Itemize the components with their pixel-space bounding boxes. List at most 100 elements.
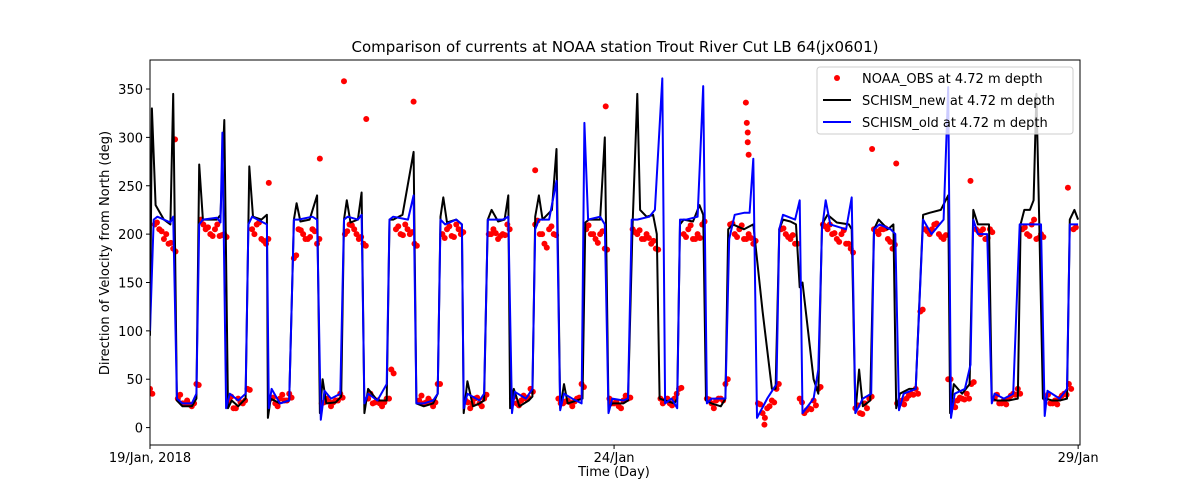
obs-point-outlier	[744, 139, 751, 146]
obs-point	[455, 226, 462, 233]
obs-point	[1026, 233, 1033, 240]
obs-point	[1072, 224, 1079, 231]
obs-point	[780, 225, 787, 232]
obs-point-outlier	[602, 103, 609, 110]
obs-point	[650, 237, 657, 244]
obs-point	[453, 221, 460, 228]
obs-point	[743, 235, 750, 242]
obs-point	[543, 244, 550, 251]
legend-label-new: SCHISM_new at 4.72 m depth	[862, 94, 1055, 109]
obs-point	[645, 234, 652, 241]
axes-frame	[149, 59, 1081, 446]
obs-point	[307, 234, 314, 241]
obs-point	[205, 224, 212, 231]
obs-point	[441, 234, 448, 241]
x-axis-label: Time (Day)	[577, 465, 650, 480]
obs-point	[687, 222, 694, 229]
obs-point	[200, 221, 207, 228]
obs-point	[150, 390, 156, 397]
y-tick-label: 100	[118, 325, 143, 340]
plot-area	[150, 77, 1080, 428]
obs-point	[362, 242, 369, 249]
obs-point	[1031, 216, 1038, 223]
obs-point	[209, 233, 216, 240]
obs-point	[789, 232, 796, 239]
obs-point	[970, 379, 977, 386]
obs-point	[875, 231, 882, 238]
obs-point	[910, 391, 917, 398]
y-tick-label: 300	[118, 131, 143, 146]
schism-old-line	[150, 77, 1079, 421]
legend-marker-obs	[834, 75, 840, 81]
obs-point	[1003, 401, 1010, 408]
obs-point-outlier	[967, 177, 974, 184]
obs-point	[812, 402, 819, 409]
obs-point	[548, 223, 555, 230]
obs-point	[395, 223, 402, 230]
obs-point-outlier	[532, 167, 539, 174]
y-tick-label: 150	[118, 276, 143, 291]
obs-point-outlier	[893, 160, 900, 167]
obs-point	[942, 232, 949, 239]
obs-point	[418, 392, 425, 399]
obs-point-outlier	[340, 78, 347, 85]
obs-point	[618, 405, 625, 412]
legend-label-obs: NOAA_OBS at 4.72 m depth	[862, 72, 1043, 87]
obs-point	[915, 390, 922, 397]
axis-ticks: 0 50 100 150 200 250 300 350 19/Jan, 2018 24/Jan 2…	[109, 83, 1099, 466]
obs-point	[683, 234, 690, 241]
obs-point-outlier	[743, 119, 750, 126]
schism-new-line	[150, 92, 1080, 419]
obs-point	[766, 403, 773, 410]
obs-point	[293, 252, 300, 259]
obs-point	[251, 231, 258, 238]
obs-point	[678, 384, 685, 391]
obs-point-outlier	[869, 145, 876, 152]
obs-point	[590, 231, 597, 238]
obs-point	[761, 414, 768, 421]
obs-point	[808, 406, 815, 413]
obs-point	[488, 231, 495, 238]
obs-point	[502, 232, 509, 239]
obs-point-outlier	[761, 421, 768, 428]
x-tick-label: 19/Jan, 2018	[109, 451, 191, 466]
obs-point	[710, 405, 717, 412]
obs-point	[961, 396, 968, 403]
obs-point	[160, 235, 167, 242]
obs-points	[150, 78, 1079, 428]
obs-point	[399, 232, 406, 239]
obs-point	[887, 238, 894, 245]
obs-point	[963, 390, 970, 397]
obs-point	[274, 403, 281, 410]
obs-point	[845, 240, 852, 247]
obs-point	[734, 234, 741, 241]
obs-point	[966, 395, 973, 402]
obs-point	[831, 230, 838, 237]
obs-point	[446, 223, 453, 230]
obs-point	[539, 231, 546, 238]
obs-point	[404, 226, 411, 233]
obs-point-outlier	[265, 179, 272, 186]
y-tick-label: 0	[135, 422, 143, 437]
obs-point	[518, 397, 525, 404]
y-tick-label: 350	[118, 83, 143, 98]
obs-point	[450, 234, 457, 241]
obs-point	[177, 391, 184, 398]
y-tick-label: 200	[118, 228, 143, 243]
obs-point	[1021, 224, 1028, 231]
obs-point-outlier	[410, 98, 417, 105]
obs-point	[351, 226, 358, 233]
obs-point	[246, 386, 253, 393]
obs-point	[344, 228, 351, 235]
obs-point-outlier	[316, 155, 323, 162]
obs-point	[158, 228, 165, 235]
obs-point	[836, 238, 843, 245]
obs-point-outlier	[363, 116, 370, 123]
obs-point	[249, 226, 256, 233]
obs-point	[919, 306, 926, 313]
y-tick-label: 250	[118, 180, 143, 195]
obs-point	[641, 235, 648, 242]
obs-point-outlier	[744, 129, 751, 136]
legend-label-old: SCHISM_old at 4.72 m depth	[862, 116, 1048, 131]
